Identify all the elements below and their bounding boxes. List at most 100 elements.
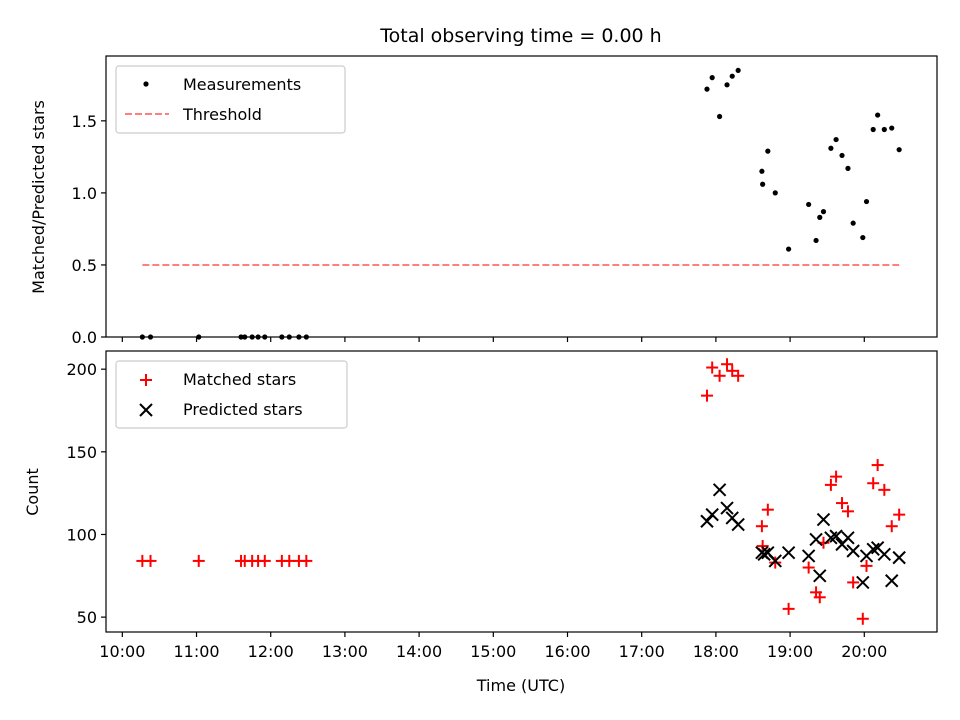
measurements-point [724, 82, 730, 88]
matched-stars-point [713, 369, 726, 382]
matched-stars-point [782, 602, 795, 615]
matched-stars-point [769, 556, 782, 569]
matched-stars-point [830, 470, 843, 483]
top-ytick-label: 0.5 [72, 256, 97, 275]
legend-measurements-marker [143, 81, 149, 87]
predicted-stars-point [720, 501, 734, 515]
predicted-stars-point [705, 507, 719, 522]
legend-threshold-label: Threshold [182, 105, 262, 124]
measurements-point [729, 73, 735, 79]
measurements-point [839, 152, 845, 159]
measurements-point [806, 201, 812, 208]
legend-predicted-marker [139, 403, 153, 417]
bottom-panel: 50 100 150 200 10:00 11:00 12:00 13:00 14:00 15:… [23, 350, 938, 695]
matched-stars-point [732, 369, 745, 382]
xtick-label: 16:00 [544, 642, 590, 661]
top-panel: 0.0 0.5 1.0 1.5 Matched/Predicted stars Mea… [29, 55, 938, 347]
predicted-stars-point [841, 531, 855, 545]
top-panel-ylabel: Matched/Predicted stars [29, 100, 48, 294]
matched-stars-point [860, 559, 873, 572]
measurements-point [870, 126, 876, 133]
predicted-stars-point [856, 575, 870, 590]
predicted-stars-point [757, 547, 771, 562]
measurements-point [709, 75, 715, 81]
bottom-ytick-label: 100 [66, 525, 97, 544]
predicted-stars-point [801, 549, 816, 563]
predicted-stars-point [846, 544, 860, 558]
measurements-point [786, 246, 792, 252]
matched-stars-point [856, 612, 869, 625]
matched-stars-point [756, 540, 769, 553]
matched-stars-point [761, 503, 774, 516]
matched-stars-point [706, 361, 719, 374]
legend-predicted-label: Predicted stars [183, 400, 303, 419]
xtick-label: 15:00 [470, 642, 516, 661]
measurements-point [817, 214, 823, 220]
predicted-stars-point [813, 569, 827, 583]
matched-stars-point [721, 358, 734, 371]
measurements-point [881, 126, 887, 133]
measurements-point [717, 113, 723, 120]
predicted-stars-point [892, 550, 906, 565]
predicted-stars-point [768, 554, 782, 568]
top-legend-box [115, 65, 346, 134]
bottom-ytick-label: 50 [77, 608, 97, 627]
bottom-panel-frame [105, 350, 938, 633]
xtick-label: 20:00 [841, 642, 887, 661]
bottom-ytick-label: 150 [66, 443, 97, 462]
chart-title: Total observing time = 0.00 h [379, 25, 661, 47]
top-ytick-label: 0.0 [72, 328, 97, 347]
measurements-point [889, 125, 895, 131]
predicted-stars-point [816, 512, 831, 527]
xtick-label: 17:00 [619, 642, 665, 661]
matched-stars-point [893, 508, 906, 521]
measurements-point [860, 234, 866, 241]
top-ytick-label: 1.5 [72, 112, 97, 131]
matched-stars-point [755, 520, 768, 533]
measurements-point [759, 168, 765, 174]
matched-stars-point [700, 389, 713, 402]
predicted-stars-point [700, 514, 714, 528]
predicted-stars-point [781, 545, 796, 560]
predicted-stars-point [829, 529, 843, 543]
predicted-stars-point [809, 532, 823, 547]
bottom-legend-box [115, 360, 348, 429]
matched-stars-point [824, 478, 837, 491]
predicted-stars-point [866, 542, 880, 557]
x-axis-label: Time (UTC) [476, 676, 565, 695]
predicted-stars-point [731, 517, 745, 532]
matched-stars-point [258, 554, 271, 567]
measurements-point [896, 147, 902, 153]
matched-stars-point [192, 554, 205, 567]
measurements-point [863, 198, 870, 205]
xtick-label: 10:00 [99, 642, 145, 661]
legend-matched-label: Matched stars [183, 370, 296, 389]
bottom-legend: Matched stars Predicted stars [115, 360, 348, 429]
legend-matched-marker [140, 374, 152, 386]
xtick-label: 18:00 [693, 642, 739, 661]
predicted-stars-point [885, 574, 899, 588]
matched-stars-point [841, 505, 854, 518]
matched-stars-point [885, 520, 898, 533]
xtick-label: 14:00 [396, 642, 442, 661]
measurements-point [828, 145, 834, 151]
legend-measurements-label: Measurements [183, 75, 301, 94]
bottom-panel-ylabel: Count [23, 468, 42, 516]
measurements-point [760, 181, 766, 187]
xtick-label: 12:00 [248, 642, 294, 661]
measurements-point [772, 190, 778, 196]
matched-stars-point [300, 554, 313, 567]
matched-stars-point [871, 459, 884, 472]
measurements-point [833, 136, 839, 143]
predicted-stars-point [712, 483, 727, 497]
measurements-point [735, 67, 741, 74]
matched-stars-point [836, 497, 849, 510]
matched-stars-point [144, 554, 157, 567]
xtick-label: 19:00 [767, 642, 813, 661]
measurements-point [875, 112, 881, 118]
top-ytick-label: 1.0 [72, 184, 97, 203]
matched-stars-point [847, 576, 860, 589]
xtick-label: 11:00 [173, 642, 219, 661]
measurements-point [765, 148, 771, 154]
measurements-point [813, 237, 819, 244]
